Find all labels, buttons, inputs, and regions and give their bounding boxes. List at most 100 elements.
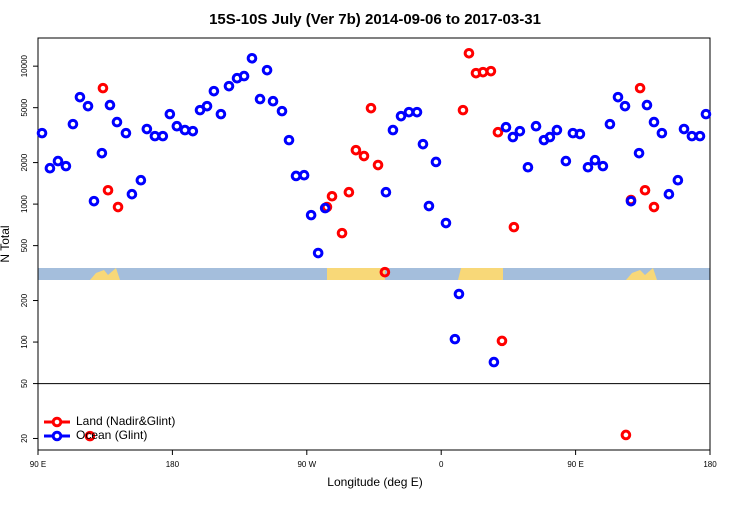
point bbox=[589, 154, 601, 166]
land-strip bbox=[327, 268, 385, 280]
plot-frame bbox=[37, 37, 711, 451]
point bbox=[52, 155, 64, 167]
point bbox=[223, 80, 235, 92]
point bbox=[663, 188, 675, 200]
y-tick-label: 200 bbox=[20, 293, 29, 307]
point bbox=[290, 170, 302, 182]
point bbox=[111, 116, 123, 128]
point bbox=[530, 120, 542, 132]
point bbox=[276, 105, 288, 117]
point bbox=[449, 333, 461, 345]
point bbox=[379, 266, 391, 278]
point bbox=[440, 217, 452, 229]
point bbox=[135, 174, 147, 186]
point bbox=[672, 174, 684, 186]
point bbox=[157, 130, 169, 142]
point bbox=[403, 106, 415, 118]
point bbox=[395, 110, 407, 122]
point bbox=[430, 156, 442, 168]
point bbox=[319, 202, 331, 214]
legend-label: Ocean (Glint) bbox=[76, 428, 147, 442]
point bbox=[60, 160, 72, 172]
y-tick-label: 2000 bbox=[20, 153, 29, 171]
point bbox=[171, 120, 183, 132]
point bbox=[283, 134, 295, 146]
point bbox=[126, 188, 138, 200]
point bbox=[201, 100, 213, 112]
point bbox=[477, 66, 489, 78]
x-tick-label: 180 bbox=[166, 460, 180, 469]
point bbox=[604, 118, 616, 130]
y-tick-label: 50 bbox=[20, 379, 29, 388]
land-strip bbox=[458, 268, 503, 280]
point bbox=[500, 121, 512, 133]
land-ocean-strip bbox=[38, 268, 710, 280]
legend-marker bbox=[51, 416, 63, 428]
point bbox=[508, 221, 520, 233]
point bbox=[343, 186, 355, 198]
point bbox=[336, 227, 348, 239]
legend-marker bbox=[51, 430, 63, 442]
point bbox=[522, 161, 534, 173]
point bbox=[417, 138, 429, 150]
point bbox=[67, 118, 79, 130]
point bbox=[633, 147, 645, 159]
point bbox=[312, 247, 324, 259]
point bbox=[574, 128, 586, 140]
x-tick-label: 0 bbox=[439, 460, 444, 469]
point bbox=[648, 201, 660, 213]
point bbox=[582, 161, 594, 173]
point bbox=[44, 162, 56, 174]
point bbox=[112, 201, 124, 213]
point bbox=[141, 123, 153, 135]
y-tick-label: 500 bbox=[20, 238, 29, 252]
point bbox=[254, 93, 266, 105]
point bbox=[597, 160, 609, 172]
point bbox=[694, 130, 706, 142]
point bbox=[488, 356, 500, 368]
point bbox=[88, 195, 100, 207]
land-strip bbox=[90, 268, 120, 280]
point bbox=[305, 209, 317, 221]
point bbox=[267, 95, 279, 107]
y-tick-label: 1000 bbox=[20, 195, 29, 213]
point bbox=[507, 131, 519, 143]
y-tick-label: 20 bbox=[20, 433, 29, 442]
point bbox=[411, 106, 423, 118]
point bbox=[74, 91, 86, 103]
chart-title: 15S-10S July (Ver 7b) 2014-09-06 to 2017… bbox=[209, 11, 541, 28]
point bbox=[298, 169, 310, 181]
point bbox=[619, 100, 631, 112]
point bbox=[96, 147, 108, 159]
point bbox=[84, 430, 96, 442]
x-axis-label: Longitude (deg E) bbox=[327, 475, 422, 489]
point bbox=[641, 99, 653, 111]
point bbox=[350, 144, 362, 156]
point bbox=[560, 155, 572, 167]
point bbox=[372, 159, 384, 171]
x-tick-label: 90 W bbox=[297, 460, 316, 469]
legend-label: Land (Nadir&Glint) bbox=[76, 414, 175, 428]
point bbox=[463, 47, 475, 59]
point bbox=[492, 126, 504, 138]
x-tick-label: 90 E bbox=[30, 460, 46, 469]
point bbox=[358, 150, 370, 162]
point bbox=[514, 125, 526, 137]
point bbox=[634, 82, 646, 94]
point bbox=[656, 127, 668, 139]
point bbox=[208, 85, 220, 97]
point bbox=[187, 125, 199, 137]
point bbox=[261, 64, 273, 76]
point bbox=[82, 100, 94, 112]
point bbox=[700, 108, 712, 120]
point bbox=[457, 104, 469, 116]
point bbox=[104, 99, 116, 111]
point bbox=[238, 70, 250, 82]
point bbox=[246, 53, 258, 64]
x-tick-label: 90 E bbox=[567, 460, 583, 469]
point bbox=[97, 82, 109, 94]
point bbox=[215, 108, 227, 120]
point bbox=[164, 108, 176, 120]
point bbox=[620, 429, 632, 441]
